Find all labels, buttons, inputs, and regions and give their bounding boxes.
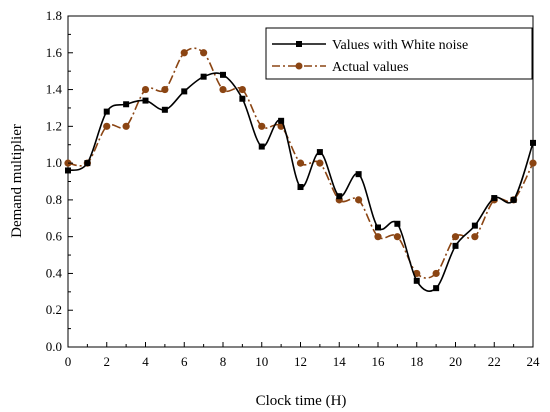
point-white-noise	[84, 160, 91, 167]
point-white-noise	[530, 139, 536, 146]
point-actual	[471, 233, 479, 241]
point-white-noise	[510, 196, 517, 203]
point-white-noise	[220, 71, 226, 78]
point-white-noise	[181, 88, 188, 95]
y-tick-label: 0.4	[46, 265, 63, 280]
point-white-noise	[200, 73, 207, 80]
point-actual	[200, 49, 208, 57]
point-actual	[219, 85, 227, 94]
x-tick-label: 20	[449, 354, 462, 369]
y-tick-label: 1.2	[46, 118, 62, 133]
y-tick-label: 1.6	[46, 45, 63, 60]
point-white-noise	[142, 97, 149, 104]
x-tick-label: 10	[255, 354, 268, 369]
point-actual	[141, 85, 150, 94]
legend-marker-white-noise	[296, 41, 302, 47]
point-white-noise	[336, 193, 343, 200]
point-white-noise	[375, 224, 381, 231]
y-tick-label: 0.2	[46, 302, 62, 317]
legend-label-white-noise: Values with White noise	[332, 38, 468, 53]
x-tick-label: 22	[488, 354, 501, 369]
point-actual	[374, 233, 382, 241]
series-line-white-noise	[67, 72, 534, 293]
x-tick-label: 12	[294, 354, 307, 369]
legend-box	[265, 27, 533, 80]
x-tick-label: 16	[372, 354, 386, 369]
legend-label-actual: Actual values	[332, 60, 409, 75]
x-tick-label: 2	[104, 354, 111, 369]
legend-marker-actual	[295, 62, 303, 70]
x-tick-label: 24	[527, 354, 541, 369]
x-tick-label: 4	[142, 354, 149, 369]
point-actual	[451, 233, 460, 241]
y-tick-label: 0.0	[46, 339, 62, 354]
y-axis-title: Demand multiplier	[9, 124, 25, 238]
point-white-noise	[123, 101, 130, 108]
point-actual	[180, 49, 188, 57]
y-tick-label: 1.0	[46, 155, 62, 170]
point-actual	[161, 85, 169, 94]
point-actual	[258, 122, 266, 130]
point-white-noise	[413, 277, 420, 284]
point-white-noise	[103, 108, 110, 115]
point-white-noise	[65, 167, 71, 174]
y-axis-ticks: 0.0 0.2 0.4 0.6 0.8 1.0 1.2 1.4 1.6 1.8	[46, 8, 73, 354]
point-actual	[316, 159, 324, 167]
point-white-noise	[452, 242, 459, 249]
legend: Values with White noise Actual values	[265, 27, 533, 80]
point-actual	[393, 233, 401, 241]
point-white-noise	[316, 149, 323, 156]
point-white-noise	[278, 117, 285, 124]
y-tick-label: 1.4	[46, 82, 63, 97]
point-actual	[432, 269, 440, 278]
point-actual	[122, 122, 130, 130]
series-layer	[64, 47, 537, 293]
point-white-noise	[239, 95, 246, 102]
point-actual	[103, 122, 111, 130]
point-white-noise	[491, 195, 498, 202]
point-white-noise	[394, 220, 401, 227]
point-white-noise	[297, 184, 304, 191]
point-actual	[529, 159, 537, 167]
y-tick-label: 0.6	[46, 229, 63, 244]
point-white-noise	[161, 106, 168, 113]
y-tick-label: 0.8	[46, 192, 62, 207]
x-axis-ticks: 0 2 4 6 8 10 12 14 16 18 20 22 24	[65, 342, 540, 369]
point-actual	[355, 196, 363, 204]
point-actual	[238, 85, 246, 94]
y-tick-label: 1.8	[46, 8, 62, 23]
x-tick-label: 6	[181, 354, 188, 369]
point-actual	[296, 159, 305, 167]
point-white-noise	[258, 143, 265, 150]
point-white-noise	[471, 222, 478, 229]
point-white-noise	[433, 285, 440, 292]
point-white-noise	[355, 171, 362, 178]
x-tick-label: 18	[410, 354, 423, 369]
x-tick-label: 0	[65, 354, 72, 369]
x-tick-label: 14	[333, 354, 347, 369]
x-tick-label: 8	[220, 354, 227, 369]
x-axis-title: Clock time (H)	[256, 393, 347, 409]
